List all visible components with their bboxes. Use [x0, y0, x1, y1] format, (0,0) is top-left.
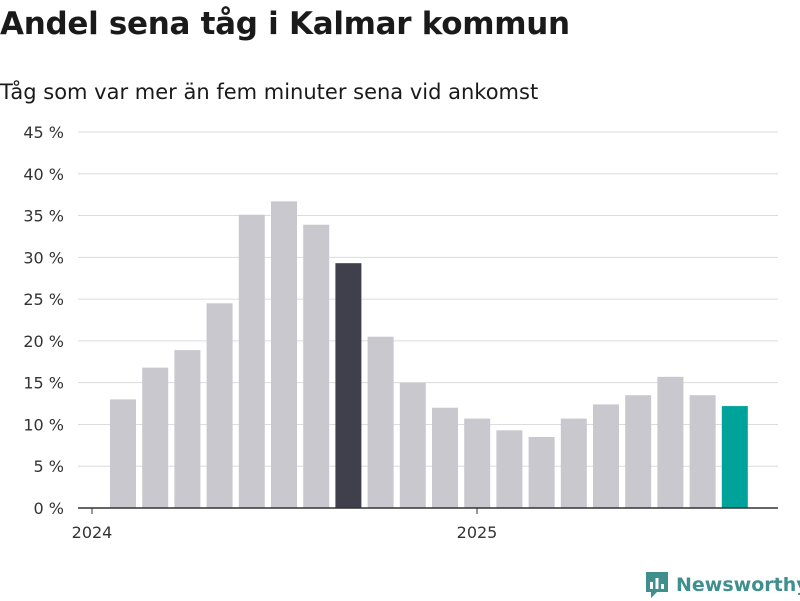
y-tick-label: 45 % [23, 123, 64, 142]
y-tick-label: 5 % [34, 457, 64, 476]
y-tick-label: 30 % [23, 248, 64, 267]
bar [335, 263, 362, 508]
bar [721, 406, 748, 508]
bar [174, 350, 201, 508]
y-tick-label: 25 % [23, 290, 64, 309]
brand-name: Newsworthy [676, 574, 800, 596]
bar [496, 430, 523, 508]
bar [689, 395, 716, 508]
bar [625, 395, 652, 508]
bar [399, 382, 426, 508]
bar [238, 214, 265, 508]
x-tick-label: 2025 [457, 523, 498, 542]
bar [432, 407, 458, 508]
bar [593, 404, 619, 508]
bar [367, 336, 394, 508]
bar [271, 201, 297, 508]
y-tick-label: 35 % [23, 207, 64, 226]
bar [303, 224, 330, 508]
bar [560, 418, 587, 508]
y-tick-label: 0 % [34, 499, 64, 518]
x-tick-label: 2024 [72, 523, 113, 542]
newsworthy-logo: Newsworthy [644, 569, 800, 601]
y-tick-label: 40 % [23, 165, 64, 184]
bar [110, 399, 136, 508]
chart-subtitle: Tåg som var mer än fem minuter sena vid … [0, 80, 539, 104]
chart-title: Andel sena tåg i Kalmar kommun [0, 6, 570, 42]
y-tick-label: 20 % [23, 332, 64, 351]
bar [528, 436, 555, 508]
bar [142, 367, 169, 508]
y-tick-label: 15 % [23, 374, 64, 393]
newsworthy-icon [646, 572, 668, 598]
bar [206, 303, 233, 508]
y-tick-label: 10 % [23, 415, 64, 434]
bar [657, 376, 684, 508]
bar [464, 418, 491, 508]
